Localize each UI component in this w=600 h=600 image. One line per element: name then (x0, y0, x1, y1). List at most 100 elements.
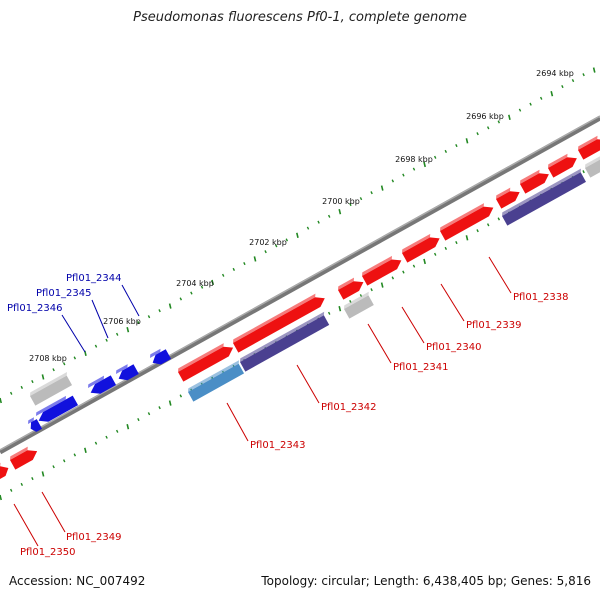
gene-leader-line (296, 364, 320, 404)
tick-mark (9, 391, 13, 395)
tick-mark (497, 217, 501, 221)
tick-mark (147, 315, 151, 319)
gene-body (178, 346, 234, 382)
tick-mark (423, 258, 426, 265)
gene-body (548, 157, 577, 178)
gene-leader-line (91, 299, 109, 339)
tick-mark (465, 235, 469, 241)
gene-leader-line (121, 284, 140, 317)
gene-label: Pfl01_2350 (20, 547, 76, 558)
gene-body (188, 363, 245, 402)
gene-body (338, 281, 364, 300)
gene-leader-line (41, 491, 66, 533)
genome-summary-text: Topology: circular; Length: 6,438,405 bp… (261, 574, 591, 588)
tick-mark (338, 305, 342, 312)
gene-arrow (548, 153, 577, 178)
tick-mark (306, 226, 310, 230)
gene-bevel (548, 153, 568, 168)
gene-bevel (502, 168, 581, 216)
gene-label: Pfl01_2349 (66, 532, 122, 543)
gene-body (38, 395, 79, 422)
tick-mark (370, 288, 373, 292)
accession-text: Accession: NC_007492 (9, 574, 146, 588)
tick-mark (168, 303, 172, 309)
gene-leader-line (367, 323, 392, 364)
gene-arrow (188, 360, 245, 402)
tick-mark (370, 191, 373, 195)
tick-mark (179, 394, 183, 398)
gene-arrow (36, 395, 79, 422)
gene-body (402, 237, 440, 263)
tick-mark (402, 270, 405, 274)
gene-label: Pfl01_2346 (7, 303, 63, 314)
tick-mark (433, 252, 437, 256)
tick-mark (296, 232, 299, 238)
tick-mark (73, 453, 77, 457)
gene-body (233, 297, 325, 353)
gene-bevel (240, 311, 325, 362)
gene-bevel (402, 233, 431, 253)
gene-arrow (233, 293, 325, 353)
gene-arrow (28, 417, 43, 432)
gene-bevel (28, 417, 34, 424)
gene-label: Pfl01_2344 (66, 273, 122, 284)
gene-arrow (178, 343, 234, 382)
tick-mark (20, 482, 24, 487)
tick-mark (232, 267, 236, 271)
tick-mark (476, 229, 479, 233)
tick-mark (137, 417, 140, 422)
gene-body (362, 259, 402, 286)
genome-backbone (0, 115, 600, 455)
tick-mark (433, 155, 437, 159)
tick-mark (274, 244, 278, 248)
gene-arrow (362, 255, 402, 286)
gene-arrow (585, 154, 600, 178)
gene-bevel (116, 364, 128, 374)
tick-mark (317, 220, 320, 224)
tick-mark (243, 261, 246, 266)
tick-mark (391, 276, 395, 280)
genome-backbone-highlight (0, 115, 600, 451)
gene-arrow (520, 169, 549, 194)
gene-label: Pfl01_2345 (36, 288, 92, 299)
gene-bevel (233, 293, 316, 343)
gene-arrow (240, 311, 330, 372)
tick-mark (0, 397, 2, 404)
gene-label: Pfl01_2342 (321, 402, 377, 413)
gene-bevel (88, 375, 105, 388)
gene-body (90, 375, 117, 394)
tick-mark (94, 344, 98, 348)
gene-arrow (10, 446, 38, 470)
tick-mark (486, 126, 490, 130)
gene-arrow (402, 233, 440, 263)
tick-mark (359, 197, 363, 201)
gene-label: Pfl01_2339 (466, 320, 522, 331)
tick-mark (253, 256, 257, 262)
gene-body (496, 191, 520, 209)
tick-mark (62, 459, 66, 463)
tick-mark (412, 264, 416, 268)
gene-body (502, 172, 586, 226)
gene-label: Pfl01_2340 (426, 342, 482, 353)
tick-mark (31, 379, 34, 384)
gene-body (152, 349, 172, 365)
tick-mark (550, 90, 554, 97)
gene-body (0, 466, 9, 482)
gene-arrow (496, 187, 520, 209)
tick-mark (105, 435, 108, 439)
tick-mark (476, 132, 479, 136)
tick-mark (211, 279, 214, 286)
gene-bevel (344, 291, 369, 309)
tick-mark (0, 494, 2, 501)
gene-bevel (30, 371, 67, 396)
tick-label: 2694 kbp (536, 69, 574, 78)
tick-mark (561, 84, 564, 89)
tick-mark (41, 471, 45, 477)
tick-mark (529, 102, 532, 106)
tick-mark (264, 250, 267, 254)
gene-bevel (10, 446, 28, 460)
tick-mark (200, 285, 204, 289)
tick-mark (126, 424, 130, 430)
gene-leader-line (401, 306, 425, 344)
